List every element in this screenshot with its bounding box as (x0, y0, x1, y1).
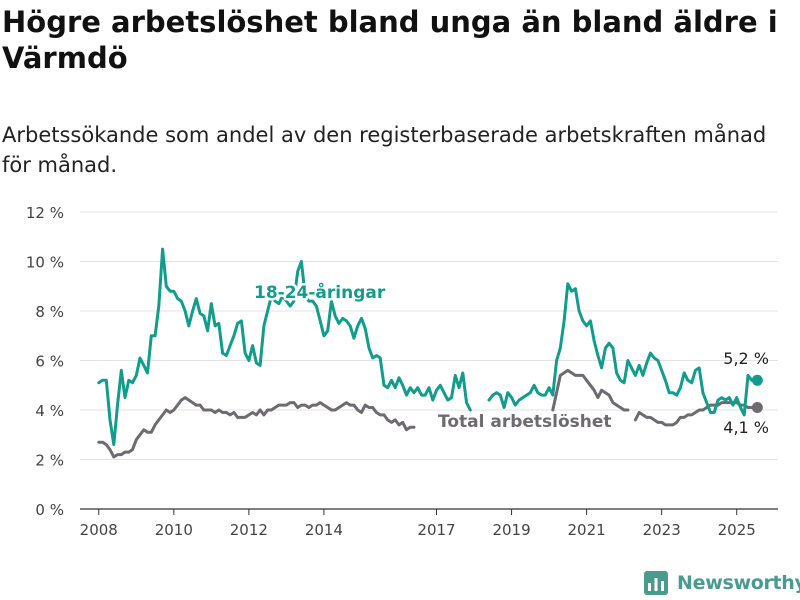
gridlines (80, 211, 778, 510)
x-tick-label: 2025 (718, 521, 756, 539)
total-end-point (751, 402, 763, 414)
y-tick-label: 6 % (35, 353, 64, 371)
brand-name: Newsworthy (677, 572, 800, 594)
y-tick-label: 4 % (35, 402, 64, 420)
x-tick-label: 2008 (80, 521, 118, 539)
total-series-label: Total arbetslöshet (438, 412, 612, 432)
x-tick-label: 2014 (305, 521, 343, 539)
y-tick-label: 12 % (26, 204, 64, 222)
chart-title: Högre arbetslöshet bland unga än bland ä… (2, 5, 778, 75)
newsworthy-logo[interactable]: Newsworthy (644, 569, 800, 597)
x-tick-label: 2021 (568, 521, 606, 539)
total-series-label-halo: Total arbetslöshet (438, 412, 612, 432)
total-series-line (551, 368, 630, 412)
bar-chart-icon (644, 571, 668, 595)
x-tick-label: 2012 (230, 521, 268, 539)
series-lines (97, 247, 763, 459)
x-tick-label: 2019 (492, 521, 530, 539)
y-tick-label: 2 % (35, 452, 64, 470)
y-tick-label: 8 % (35, 303, 64, 321)
youth-series-line (97, 247, 472, 447)
axis-ticks: 0 % 2 % 4 % 6 % 8 % 10 % 12 % 2008 2010 2012 2014 2… (26, 204, 756, 539)
youth-end-point (751, 374, 763, 386)
chart-subtitle: Arbetssökande som andel av den registerb… (2, 123, 767, 177)
total-end-value: 4,1 % (723, 418, 769, 437)
y-tick-label: 10 % (26, 254, 64, 272)
x-tick-label: 2023 (643, 521, 681, 539)
youth-end-value: 5,2 % (723, 349, 769, 368)
youth-series-label: 18-24-åringar (254, 281, 386, 303)
x-tick-label: 2010 (155, 521, 193, 539)
y-tick-label: 0 % (35, 501, 64, 519)
youth-series-line (487, 282, 759, 417)
youth-series-label-halo: 18-24-åringar (254, 281, 386, 303)
total-series-line (97, 396, 416, 459)
x-tick-label: 2017 (417, 521, 455, 539)
